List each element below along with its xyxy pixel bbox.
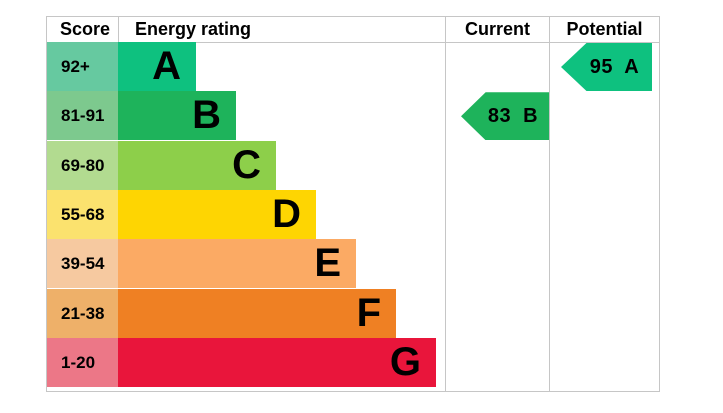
column-header-current: Current bbox=[464, 19, 530, 39]
potential-column-left-border bbox=[549, 16, 550, 392]
band-bar: C bbox=[118, 140, 276, 190]
band-row-d: 55-68 D bbox=[47, 189, 659, 239]
score-range-label: 39-54 bbox=[47, 239, 118, 289]
score-range-label: 21-38 bbox=[47, 288, 118, 338]
band-letter: E bbox=[314, 241, 341, 286]
current-rating-label: 83 B bbox=[487, 104, 539, 127]
column-header-potential: Potential bbox=[566, 19, 643, 39]
table-top-border bbox=[46, 16, 660, 17]
header-bottom-border bbox=[46, 42, 660, 43]
current-column-left-border bbox=[445, 16, 446, 392]
potential-rating-label: 95 A bbox=[589, 55, 640, 78]
band-letter: B bbox=[192, 93, 221, 138]
band-bar: B bbox=[118, 91, 236, 141]
band-row-a: 92+ A bbox=[47, 42, 659, 91]
band-letter: D bbox=[272, 191, 301, 236]
score-range-label: 92+ bbox=[47, 42, 118, 91]
band-letter: C bbox=[232, 142, 261, 187]
band-bar: D bbox=[118, 189, 316, 239]
score-range-label: 69-80 bbox=[47, 140, 118, 190]
band-row-g: 1-20 G bbox=[47, 337, 659, 387]
band-bar: E bbox=[118, 239, 356, 289]
band-bar: F bbox=[118, 288, 396, 338]
table-right-border bbox=[659, 16, 660, 392]
table-bottom-border bbox=[46, 391, 660, 392]
score-range-label: 81-91 bbox=[47, 91, 118, 141]
column-header-energy-rating: Energy rating bbox=[135, 19, 252, 39]
band-letter: F bbox=[356, 290, 381, 335]
table-left-border bbox=[46, 16, 47, 392]
band-row-c: 69-80 C bbox=[47, 140, 659, 190]
band-letter: G bbox=[389, 339, 421, 384]
band-letter: A bbox=[152, 44, 181, 88]
band-row-e: 39-54 E bbox=[47, 239, 659, 289]
score-column-border bbox=[118, 16, 119, 42]
band-bar: G bbox=[118, 337, 436, 387]
band-row-b: 81-91 B bbox=[47, 91, 659, 141]
band-bar: A bbox=[118, 42, 196, 91]
score-range-label: 1-20 bbox=[47, 337, 118, 387]
column-header-score: Score bbox=[60, 19, 111, 39]
score-range-label: 55-68 bbox=[47, 189, 118, 239]
band-row-f: 21-38 F bbox=[47, 288, 659, 338]
